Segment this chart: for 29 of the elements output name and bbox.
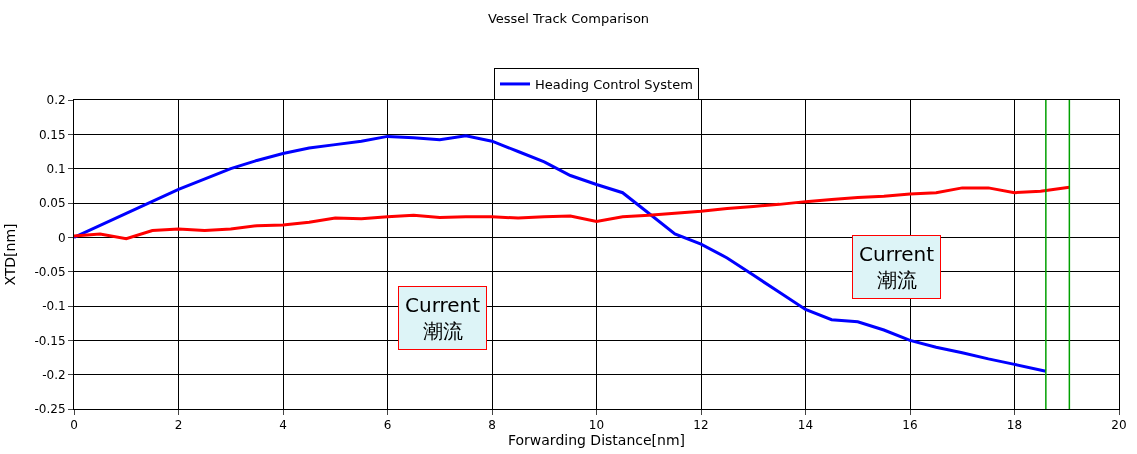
x-tick-label: 14 <box>797 418 814 433</box>
x-tick-label: 18 <box>1006 418 1023 433</box>
x-tick-label: 20 <box>1111 418 1127 433</box>
y-tick-label: -0.2 <box>42 367 66 382</box>
y-tick-label: 0.05 <box>38 196 66 211</box>
x-tick-label: 8 <box>488 418 496 433</box>
y-tick-label: -0.15 <box>34 333 66 348</box>
x-tick-label: 2 <box>174 418 183 433</box>
y-tick-label: -0.05 <box>34 264 66 279</box>
legend-label: Heading Control System <box>535 77 693 93</box>
x-tick-label: 6 <box>383 418 392 433</box>
y-tick-label: 0.1 <box>46 161 66 176</box>
y-tick-label: 0.2 <box>46 93 66 108</box>
line-series <box>74 134 1048 373</box>
y-tick-label: -0.25 <box>34 402 66 417</box>
y-axis-title: XTD[nm] <box>2 223 19 286</box>
chart-title: Vessel Track Comparison <box>487 10 650 26</box>
annotation: Current 潮流 <box>859 242 935 292</box>
x-tick-label: 10 <box>588 418 605 433</box>
y-tick-label: 0.15 <box>38 127 66 142</box>
line-series <box>74 185 1071 241</box>
y-tick-label: 0 <box>57 230 66 245</box>
y-tick-label: -0.1 <box>42 299 66 314</box>
annotation: Current 潮流 <box>405 293 481 343</box>
x-tick-label: 16 <box>902 418 918 433</box>
x-tick-label: 4 <box>279 418 287 433</box>
x-tick-label: 0 <box>70 418 78 433</box>
x-axis-title: Forwarding Distance[nm] <box>507 432 686 449</box>
x-tick-label: 12 <box>693 418 709 433</box>
